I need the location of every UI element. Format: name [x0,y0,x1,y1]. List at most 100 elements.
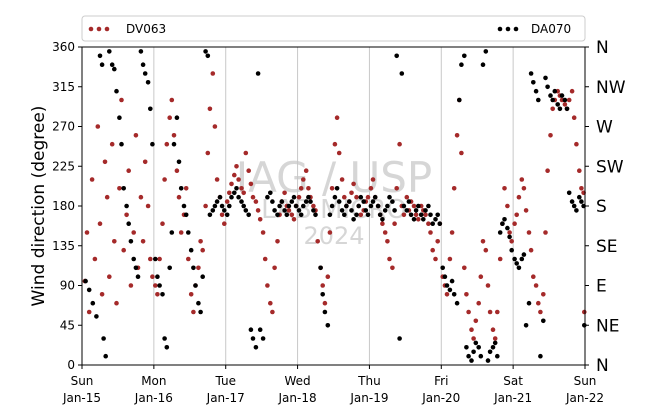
data-point [83,278,88,284]
data-point [531,274,536,280]
data-point [487,349,493,355]
data-point [368,186,374,191]
data-point [86,287,92,293]
data-point [315,239,321,244]
y-tick-label: 315 [52,80,75,94]
data-point [109,62,115,67]
y-tick-label: 225 [52,159,75,173]
data-point [365,212,371,218]
legend-marker-da070 [497,26,519,32]
data-point [495,309,500,315]
data-point [205,53,211,59]
scatter-points [82,49,587,363]
data-point [153,256,158,262]
data-point [92,256,98,262]
data-point [99,62,105,67]
data-point [86,309,92,315]
y-tick-label: 90 [60,279,75,293]
data-point [282,190,287,196]
data-point [212,203,218,209]
data-point [241,203,246,209]
data-point [471,336,476,341]
data-point [512,221,517,226]
data-point [253,199,259,204]
data-point [349,208,354,213]
data-point [291,194,297,200]
data-point [469,327,474,333]
data-point [541,318,546,324]
data-point [408,212,414,218]
data-point [478,274,484,280]
data-point [435,212,441,218]
data-point [514,261,519,266]
data-point [145,80,151,85]
data-point [227,190,232,196]
data-point [203,203,208,209]
data-point [385,239,390,244]
data-point [509,239,514,244]
data-point [566,190,572,196]
data-point [171,141,177,147]
data-point [183,186,189,191]
data-point [382,230,388,235]
data-point [354,212,359,218]
data-point [390,265,395,271]
data-point [257,217,263,222]
data-point [219,212,225,218]
data-point [358,212,364,218]
data-point [236,177,241,182]
data-point [176,159,182,165]
x-tick-day: Sat [503,374,523,388]
data-point [296,208,302,213]
compass-label: W [596,118,613,138]
data-point [339,208,345,213]
data-point [188,292,194,297]
data-point [164,141,170,147]
data-point [186,230,191,235]
data-point [390,199,395,204]
data-point [104,194,110,200]
data-point [119,141,124,147]
data-point [101,336,106,341]
compass-label: N [596,38,609,58]
data-point [426,221,431,226]
data-point [351,181,356,187]
data-point [291,217,297,222]
data-point [533,283,539,288]
data-point [447,256,453,262]
data-point [128,283,134,288]
data-point [497,256,503,262]
data-point [365,194,371,200]
data-point [298,186,304,191]
data-point [449,278,455,284]
data-point [126,221,131,226]
data-point [476,300,482,306]
data-point [550,97,555,103]
x-tick-day: Sun [574,374,597,388]
data-point [574,208,579,213]
data-point [394,186,400,191]
x-tick-day: Mon [141,374,166,388]
data-point [128,239,134,244]
data-point [382,208,388,213]
data-point [246,212,251,218]
data-point [469,358,474,363]
data-point [160,292,165,297]
data-point [536,300,541,306]
data-point [275,212,280,218]
data-point [459,62,464,67]
data-point [112,66,117,72]
data-point [485,283,491,288]
data-point [262,256,268,262]
data-point [155,292,160,297]
data-point [413,212,419,218]
data-point [255,208,261,213]
data-point [217,194,223,200]
data-point [385,203,390,209]
compass-label: SW [596,157,624,177]
x-tick-date: Jan-16 [134,391,173,405]
data-point [200,274,205,280]
legend-marker-dv063 [88,26,110,32]
y-axis: 0 45 90 135 180 225 270 315 360 [52,40,82,372]
legend: DV063 DA070 [81,15,586,42]
